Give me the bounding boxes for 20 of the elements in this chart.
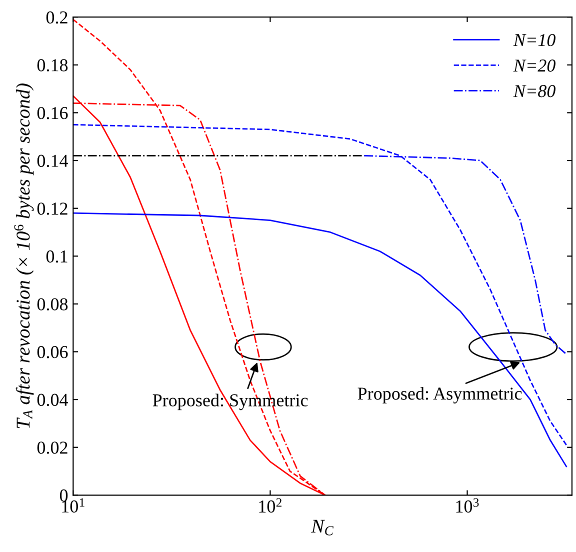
y-tick-label: 0.18 (37, 59, 68, 72)
y-tick-label: 0.04 (37, 394, 68, 406)
y-axis-title: T$_{A}$ after revocation (× 10$^{6}$ bytes per second) (14, 84, 34, 428)
annotation: Proposed: Asymmetric (358, 387, 522, 404)
y-tick-label: 0.14 (37, 154, 68, 168)
y-tick-label: 0.08 (37, 298, 68, 310)
x-axis-title: N$_{C}$ (311, 520, 334, 536)
x-tick-label: 10$^{3}$ (456, 498, 479, 513)
legend-label: N=80 (513, 85, 556, 98)
y-tick-label: 0 (60, 489, 68, 502)
y-tick-label: 0.1 (46, 250, 68, 263)
y-tick-label: 0.2 (46, 11, 68, 24)
x-tick-label: 10$^{2}$ (259, 498, 282, 513)
y-tick-label: 0.12 (37, 202, 68, 215)
annotation: Proposed: Symmetric (152, 394, 308, 410)
y-tick-label: 0.06 (37, 346, 68, 358)
y-tick-label: 0.02 (37, 442, 68, 454)
y-tick-label: 0.16 (37, 106, 68, 120)
legend-label: N=20 (513, 60, 556, 72)
legend-label: N=10 (513, 34, 556, 46)
